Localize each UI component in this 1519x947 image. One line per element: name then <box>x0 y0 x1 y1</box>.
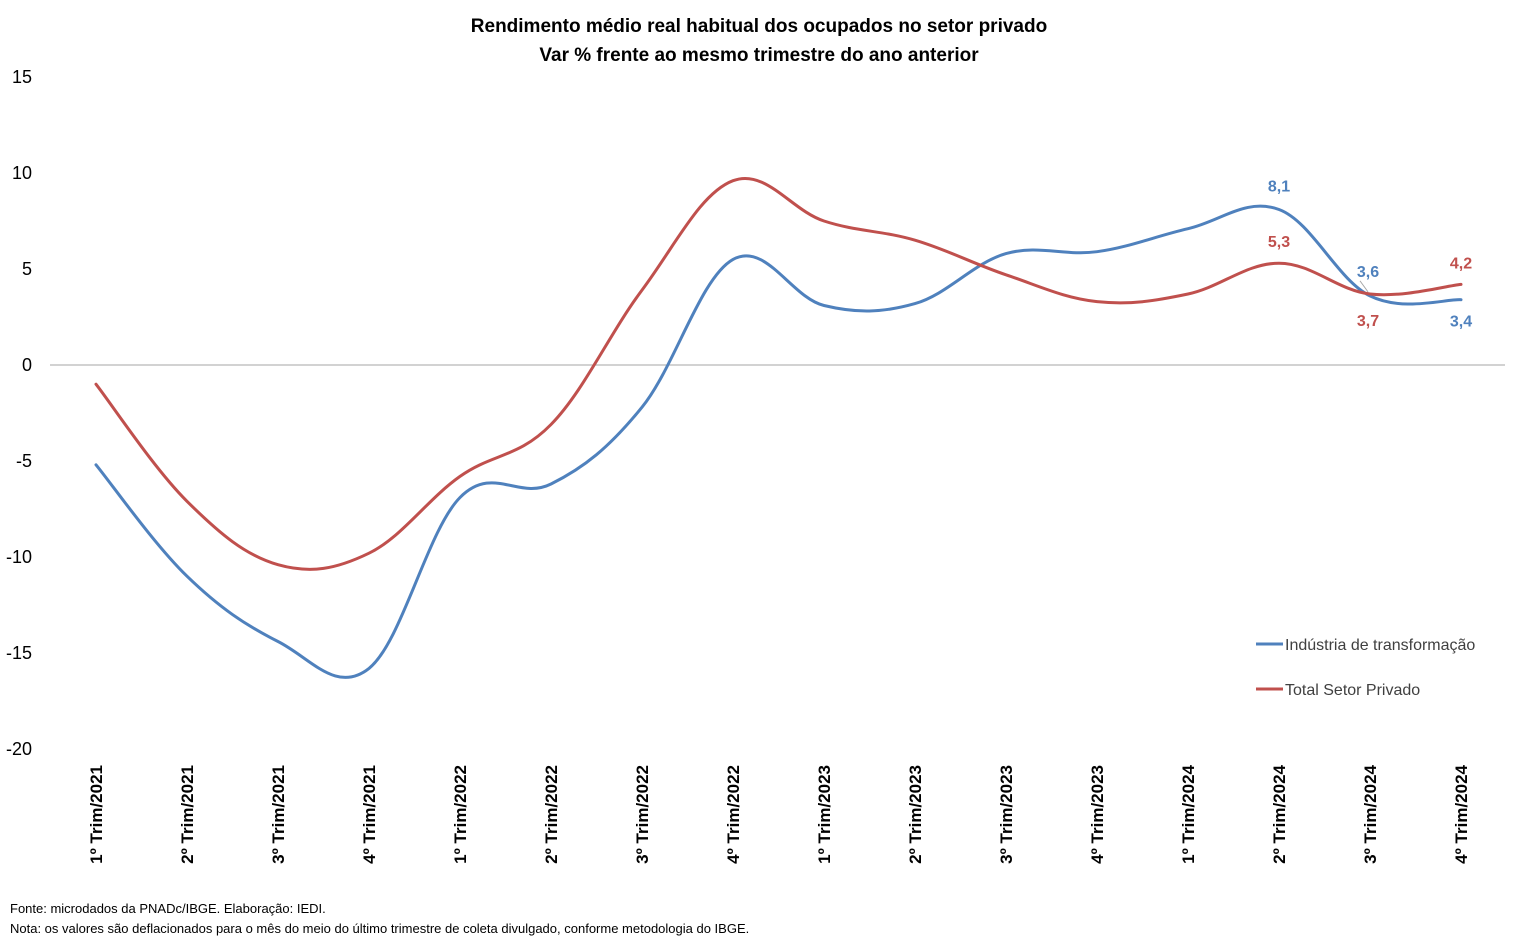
x-tick-label: 4º Trim/2022 <box>724 765 743 864</box>
legend-label: Indústria de transformação <box>1285 637 1475 654</box>
y-tick-label: 5 <box>22 259 32 279</box>
x-tick-label: 1º Trim/2022 <box>451 765 470 864</box>
methodology-note: Nota: os valores são deflacionados para … <box>10 921 750 936</box>
x-tick-label: 1º Trim/2021 <box>87 765 106 864</box>
y-tick-label: -10 <box>6 547 32 567</box>
x-tick-label: 3º Trim/2024 <box>1361 764 1380 863</box>
y-tick-label: -5 <box>16 451 32 471</box>
y-tick-label: -15 <box>6 643 32 663</box>
series-line-industria <box>94 204 1463 679</box>
x-tick-label: 3º Trim/2021 <box>269 765 288 864</box>
chart-title: Rendimento médio real habitual dos ocupa… <box>471 16 1047 37</box>
x-tick-label: 3º Trim/2023 <box>997 765 1016 864</box>
x-tick-label: 2º Trim/2023 <box>906 765 925 864</box>
legend-label: Total Setor Privado <box>1285 682 1420 699</box>
x-tick-label: 1º Trim/2024 <box>1179 764 1198 863</box>
data-label: 3,6 <box>1357 264 1379 281</box>
y-axis-ticks: 15 10 5 0 -5 -10 -15 -20 <box>6 67 32 759</box>
label-leader-line <box>1359 280 1369 293</box>
x-tick-label: 4º Trim/2023 <box>1088 765 1107 864</box>
x-tick-label: 2º Trim/2024 <box>1270 764 1289 863</box>
data-label: 3,7 <box>1357 313 1379 330</box>
x-axis-ticks: 1º Trim/2021 2º Trim/2021 3º Trim/2021 4º T… <box>87 764 1471 863</box>
x-tick-label: 2º Trim/2022 <box>542 765 561 864</box>
y-tick-label: 0 <box>22 355 32 375</box>
y-tick-label: 15 <box>12 67 32 87</box>
chart-subtitle: Var % frente ao mesmo trimestre do ano a… <box>539 45 979 66</box>
series-line-total-privado <box>94 177 1463 571</box>
y-tick-label: -20 <box>6 739 32 759</box>
x-tick-label: 4º Trim/2024 <box>1452 764 1471 863</box>
data-label: 3,4 <box>1450 314 1472 331</box>
x-tick-label: 3º Trim/2022 <box>633 765 652 864</box>
data-label: 4,2 <box>1450 255 1472 272</box>
series-lines <box>94 177 1463 679</box>
y-tick-label: 10 <box>12 163 32 183</box>
data-labels: 8,1 3,6 3,4 5,3 3,7 4,2 <box>1268 178 1472 330</box>
x-tick-label: 2º Trim/2021 <box>178 765 197 864</box>
source-note: Fonte: microdados da PNADc/IBGE. Elabora… <box>10 901 326 916</box>
x-tick-label: 1º Trim/2023 <box>815 765 834 864</box>
legend: Indústria de transformação Total Setor Pr… <box>1256 637 1475 699</box>
x-tick-label: 4º Trim/2021 <box>360 765 379 864</box>
data-label: 5,3 <box>1268 234 1290 251</box>
data-label: 8,1 <box>1268 178 1290 195</box>
